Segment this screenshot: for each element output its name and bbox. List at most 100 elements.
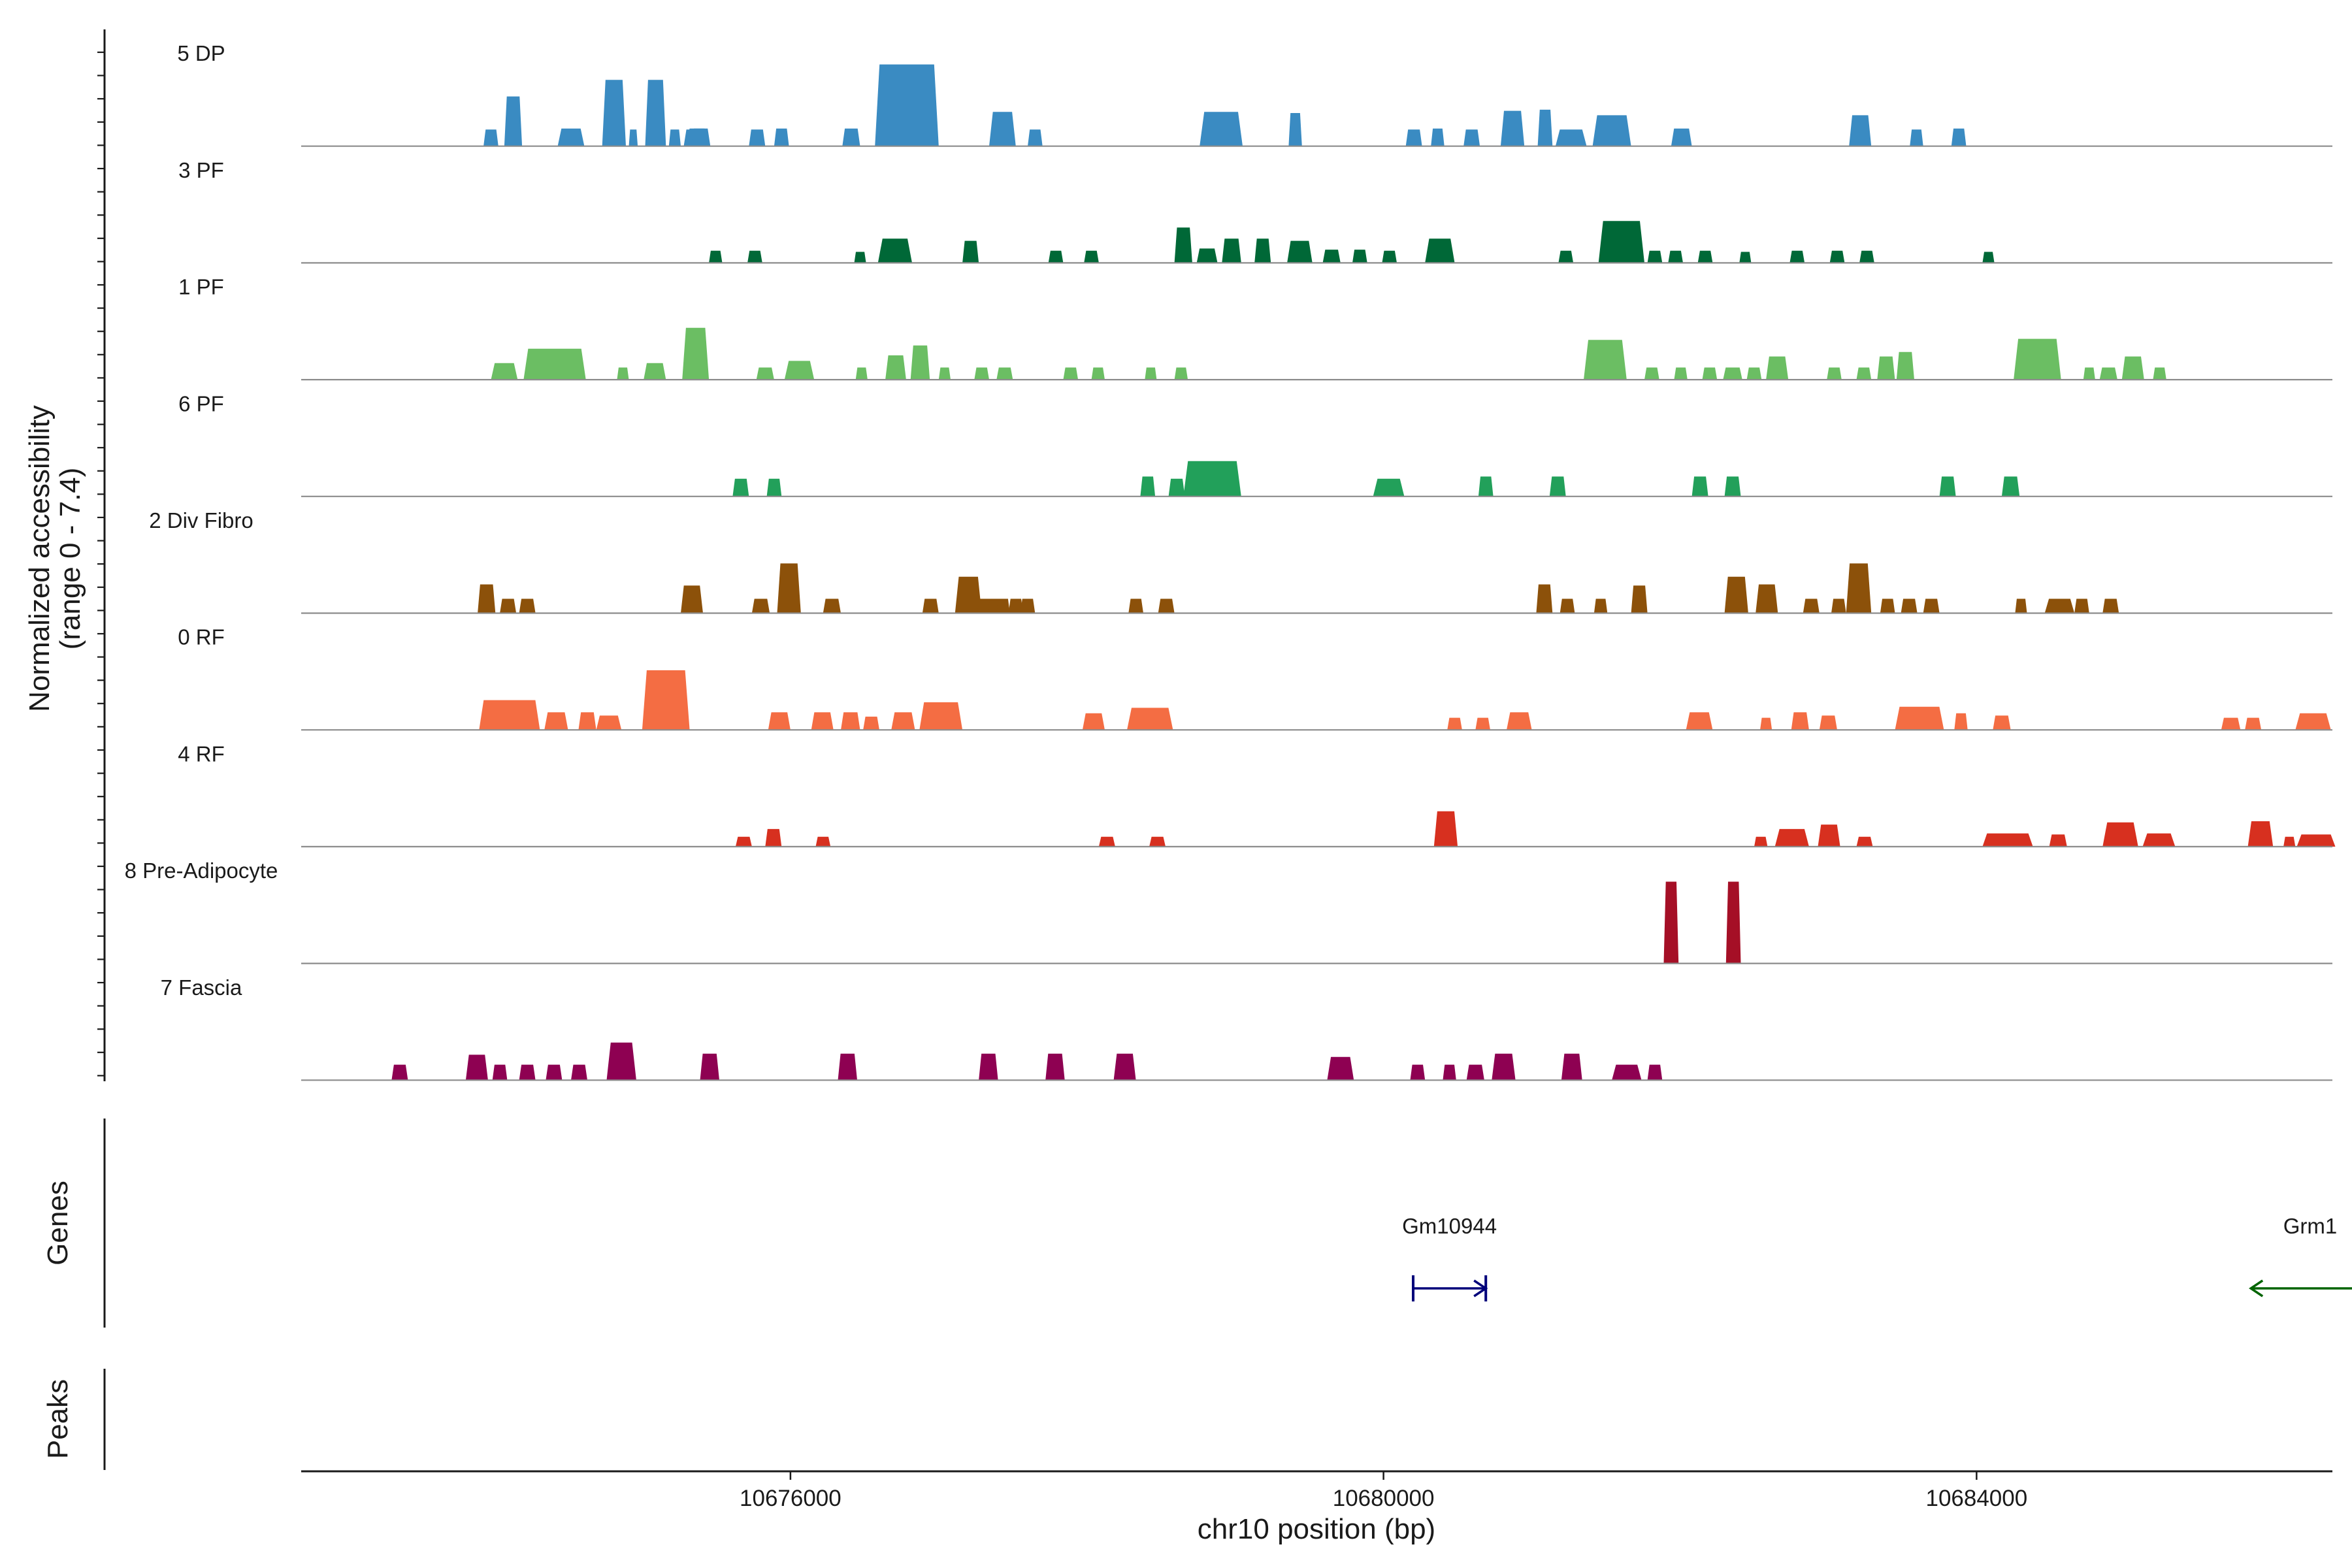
coverage-peak bbox=[885, 355, 906, 380]
coverage-peak bbox=[2295, 713, 2331, 730]
gene-annotations: Gm10944 Grm1 bbox=[1402, 1214, 2352, 1301]
track-label: 2 Div Fibro bbox=[149, 508, 253, 532]
coverage-peak bbox=[1746, 367, 1762, 380]
coverage-peak bbox=[523, 348, 586, 380]
coverage-peak bbox=[578, 712, 596, 730]
track-label: 3 PF bbox=[178, 158, 224, 182]
coverage-peak bbox=[596, 715, 622, 730]
coverage-peak bbox=[1561, 1053, 1582, 1081]
coverage-peak bbox=[1196, 248, 1218, 263]
coverage-peak bbox=[1174, 227, 1192, 263]
coverage-peak bbox=[1475, 717, 1490, 730]
gene-arrow-icon bbox=[2249, 1279, 2264, 1298]
coverage-peak bbox=[1803, 598, 1820, 613]
coverage-peak bbox=[492, 1064, 508, 1081]
track-7-fascia: 7 Fascia bbox=[161, 975, 2332, 1081]
coverage-peak bbox=[1431, 128, 1445, 146]
coverage-peak bbox=[2001, 476, 2020, 497]
coverage-peak bbox=[774, 128, 789, 146]
coverage-peak bbox=[1644, 367, 1659, 380]
coverage-peak bbox=[1671, 128, 1692, 146]
coverage-peak bbox=[1500, 110, 1525, 146]
coverage-peak bbox=[1982, 252, 1995, 263]
coverage-peak bbox=[2121, 356, 2144, 380]
track-5-dp: 5 DP bbox=[177, 41, 2332, 147]
coverage-peak bbox=[1774, 828, 1809, 847]
coverage-peak bbox=[465, 1054, 488, 1081]
coverage-peak bbox=[996, 598, 1010, 613]
coverage-peak bbox=[2142, 833, 2176, 847]
y-axis-ticks bbox=[97, 51, 105, 1077]
coverage-peak bbox=[1846, 563, 1872, 613]
track-8-pre-adipocyte: 8 Pre-Adipocyte bbox=[125, 858, 2332, 964]
coverage-peak bbox=[1910, 129, 1923, 146]
coverage-peak bbox=[629, 129, 638, 146]
coverage-peak bbox=[1686, 712, 1713, 730]
coverage-peak bbox=[691, 128, 711, 146]
track-1-pf: 1 PF bbox=[178, 275, 2332, 381]
coverage-peak bbox=[815, 836, 831, 847]
coverage-peak bbox=[1593, 598, 1608, 613]
coverage-peak bbox=[1091, 367, 1105, 380]
coverage-peak bbox=[732, 478, 749, 497]
coverage-peak bbox=[1724, 476, 1741, 497]
coverage-peak bbox=[1507, 712, 1532, 730]
coverage-peak bbox=[2283, 836, 2296, 847]
coverage-peak bbox=[854, 252, 866, 263]
coverage-peak bbox=[1492, 1053, 1516, 1081]
coverage-peak bbox=[1555, 129, 1587, 146]
coverage-peak bbox=[784, 361, 815, 380]
coverage-peak bbox=[1819, 715, 1837, 730]
coverage-peak bbox=[1598, 221, 1644, 263]
track-label: 8 Pre-Adipocyte bbox=[125, 858, 278, 883]
coverage-peak bbox=[1829, 250, 1845, 263]
coverage-peak bbox=[1410, 1064, 1426, 1081]
coverage-peak bbox=[1647, 250, 1663, 263]
coverage-peak bbox=[1045, 1053, 1065, 1081]
coverage-peak bbox=[1174, 367, 1188, 380]
coverage-peak bbox=[1158, 598, 1175, 613]
coverage-peak bbox=[1827, 367, 1842, 380]
coverage-peak bbox=[1856, 836, 1873, 847]
coverage-peak bbox=[1560, 598, 1575, 613]
coverage-peak bbox=[1647, 1064, 1663, 1081]
coverage-peak bbox=[1549, 476, 1566, 497]
y-axis-title-line1: Normalized accessibility bbox=[24, 405, 56, 711]
coverage-peak bbox=[2044, 598, 2075, 613]
track-4-rf: 4 RF bbox=[178, 742, 2336, 848]
coverage-peak bbox=[974, 367, 989, 380]
coverage-peak bbox=[546, 1064, 563, 1081]
coverage-peak bbox=[2245, 717, 2262, 730]
coverage-peak bbox=[777, 563, 801, 613]
coverage-peak bbox=[989, 112, 1016, 146]
track-label: 4 RF bbox=[178, 742, 225, 766]
coverage-peak bbox=[1084, 250, 1099, 263]
track-label: 1 PF bbox=[178, 275, 224, 299]
coverage-peak bbox=[747, 250, 762, 263]
coverage-peak bbox=[668, 129, 681, 146]
coverage-peak bbox=[922, 598, 939, 613]
coverage-peak bbox=[606, 1042, 636, 1081]
coverage-peak bbox=[2015, 598, 2027, 613]
coverage-peak bbox=[1327, 1056, 1354, 1081]
coverage-peak bbox=[1631, 585, 1648, 613]
coverage-peak bbox=[1859, 250, 1874, 263]
coverage-peak bbox=[2083, 367, 2095, 380]
coverage-peak bbox=[756, 367, 774, 380]
coverage-peak bbox=[1183, 461, 1241, 497]
coverage-peak bbox=[1222, 238, 1241, 263]
x-axis-title: chr10 position (bp) bbox=[1198, 1513, 1435, 1545]
coverage-peak bbox=[1287, 240, 1313, 263]
coverage-peak bbox=[1288, 113, 1302, 146]
coverage-peak bbox=[891, 712, 915, 730]
coverage-peak bbox=[1895, 706, 1944, 730]
coverage-peak bbox=[855, 367, 868, 380]
y-axis-group: Normalized accessibility (range 0 - 7.4) bbox=[24, 29, 106, 1081]
coverage-peak bbox=[1028, 129, 1043, 146]
track-2-div-fibro: 2 Div Fibro bbox=[149, 508, 2332, 614]
coverage-peak bbox=[1168, 478, 1185, 497]
track-6-pf: 6 PF bbox=[178, 391, 2332, 497]
coverage-peak bbox=[1856, 367, 1872, 380]
coverage-peak bbox=[1831, 598, 1846, 613]
coverage-peak bbox=[1663, 881, 1679, 964]
